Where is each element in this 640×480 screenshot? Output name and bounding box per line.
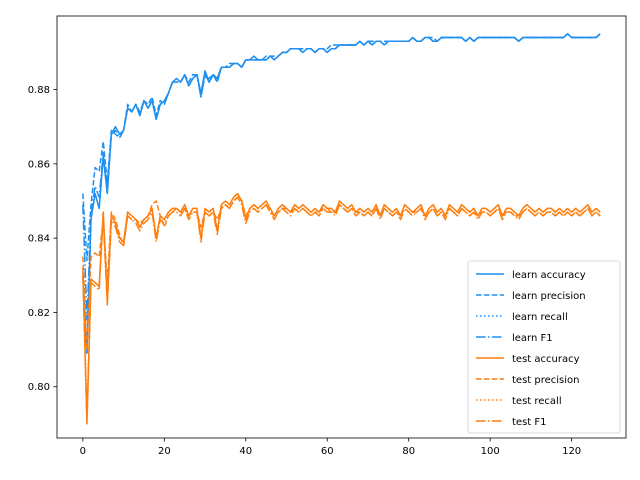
y-tick-label: 0.88 bbox=[28, 85, 50, 96]
x-tick-label: 120 bbox=[562, 446, 581, 457]
x-tick-label: 80 bbox=[402, 446, 415, 457]
legend-label: learn accuracy bbox=[512, 270, 586, 281]
legend-label: test F1 bbox=[512, 417, 547, 428]
legend-label: test precision bbox=[512, 375, 580, 386]
legend-label: test recall bbox=[512, 396, 562, 407]
x-tick-label: 20 bbox=[158, 446, 171, 457]
legend: learn accuracy learn precision learn recal… bbox=[467, 260, 621, 434]
legend-label: learn F1 bbox=[512, 333, 553, 344]
y-tick-label: 0.86 bbox=[28, 159, 50, 170]
series-line-test-f1 bbox=[82, 196, 601, 425]
axes-layer: 0 20 40 60 80 100 120 0.80 0.82 0.84 0.86 0.88 bbox=[28, 15, 627, 457]
y-tick-label: 0.84 bbox=[28, 234, 50, 245]
legend-label: learn precision bbox=[512, 291, 586, 302]
legend-label: learn recall bbox=[512, 312, 568, 323]
series-line-learn-recall bbox=[82, 33, 601, 355]
x-tick-label: 0 bbox=[80, 446, 86, 457]
legend-box bbox=[467, 260, 621, 434]
legend-label: test accuracy bbox=[512, 354, 580, 365]
series-layer bbox=[82, 33, 601, 425]
y-tick-label: 0.80 bbox=[28, 382, 50, 393]
x-tick-label: 40 bbox=[239, 446, 252, 457]
y-tick-label: 0.82 bbox=[28, 308, 50, 319]
plot-frame bbox=[56, 15, 627, 439]
x-tick-label: 60 bbox=[321, 446, 334, 457]
series-line-test-recall bbox=[82, 192, 601, 421]
x-tick-label: 100 bbox=[481, 446, 500, 457]
